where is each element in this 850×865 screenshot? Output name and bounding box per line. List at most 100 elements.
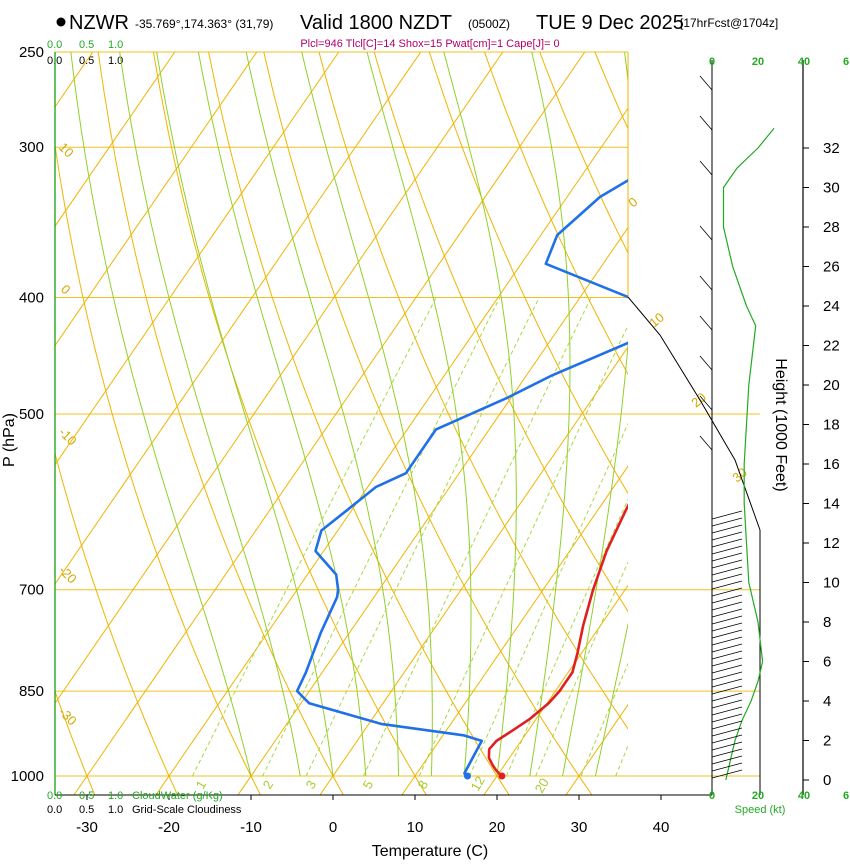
wind-barb	[700, 276, 712, 290]
wind-barbs	[700, 76, 742, 778]
x-axis-title: Temperature (C)	[372, 843, 488, 860]
wind-barb	[712, 665, 742, 673]
dry-adiabat-line	[641, 31, 850, 802]
moist-adiabat-line	[362, 31, 471, 776]
wind-barb	[700, 316, 712, 330]
pressure-tick-label: 850	[19, 683, 44, 700]
height-tick-label: 16	[823, 456, 840, 473]
speed-top-tick: 20	[752, 56, 764, 68]
isotherm-line	[479, 31, 850, 802]
wind-barb	[712, 686, 742, 694]
dry-adiabat-label: -30	[56, 705, 80, 729]
height-tick-label: 12	[823, 535, 840, 552]
mixing-ratio-label: 2	[260, 778, 277, 792]
dry-adiabat-line	[586, 31, 850, 802]
dry-adiabat-line	[368, 31, 763, 802]
speed-bottom-tick: 40	[798, 790, 810, 802]
height-tick-label: 30	[823, 180, 840, 197]
speed-bottom-tick: 6	[843, 790, 849, 802]
isotherm-line	[315, 31, 845, 802]
x-tick-label: 40	[653, 819, 670, 836]
line-labels: 10 0 -10 -20 -30 0 10 20 30 1 2 3 5 8 12…	[56, 140, 750, 796]
x-tick-label: 0	[329, 819, 337, 836]
speed-bottom-tick: 0	[709, 790, 715, 802]
speed-top-ticks: 0 20 40 6	[709, 56, 849, 68]
moist-adiabat-line	[438, 31, 516, 776]
wind-barb	[712, 700, 742, 708]
valid-date: TUE 9 Dec 2025	[536, 12, 684, 34]
dry-adiabat-line	[477, 31, 850, 802]
speed-bottom-tick: 20	[752, 790, 764, 802]
cloudwater-bottom-tick: 0.0	[47, 790, 62, 802]
wind-barb	[712, 602, 742, 610]
pressure-tick-label: 300	[19, 139, 44, 156]
height-tick-label: 20	[823, 377, 840, 394]
dry-adiabat-line	[314, 31, 680, 802]
wind-barb	[712, 511, 742, 519]
wind-barb	[712, 742, 742, 750]
wind-barb	[712, 532, 742, 540]
height-tick-label: 22	[823, 338, 840, 355]
utc-time: (0500Z)	[468, 17, 510, 31]
wind-barb	[700, 226, 712, 240]
mixing-ratio-label: 20	[532, 775, 552, 795]
wind-barb	[712, 721, 742, 729]
x-tick-label: 30	[571, 819, 588, 836]
moist-adiabat-label: 10	[646, 310, 667, 331]
wind-barb	[712, 679, 742, 687]
wind-barb	[712, 546, 742, 554]
wind-barb	[700, 436, 712, 450]
x-tick-label: -10	[240, 819, 262, 836]
wind-barb	[712, 707, 742, 715]
height-tick-label: 14	[823, 496, 840, 513]
dry-adiabat-label: -10	[56, 425, 80, 449]
height-tick-label: 6	[823, 654, 831, 671]
wind-barb	[712, 539, 742, 547]
wind-barb	[712, 644, 742, 652]
wind-barb	[712, 763, 742, 771]
height-tick-label: 0	[823, 772, 831, 789]
dry-adiabat-line	[95, 31, 347, 802]
speed-label: Speed (kt)	[735, 804, 786, 816]
surface-temperature-dot	[498, 773, 505, 780]
height-tick-label: 32	[823, 140, 840, 157]
dry-adiabat-label: 0	[58, 282, 74, 298]
x-tick-label: -20	[158, 819, 180, 836]
wind-barb	[712, 637, 742, 645]
wind-barb	[712, 756, 742, 764]
sounding-params: Plcl=946 Tlcl[C]=14 Shox=15 Pwat[cm]=1 C…	[300, 38, 559, 50]
dry-adiabat-label: 10	[56, 140, 77, 161]
isotherm-line	[233, 31, 763, 802]
cloudiness-label: Grid-Scale Cloudiness	[132, 804, 242, 816]
cloudwater-bottom-ticks: 0.0 0.5 1.0 CloudWater (g/Kg) 0.0 0.5 1.…	[47, 790, 242, 816]
cloudwater-bottom-tick: 1.0	[108, 790, 123, 802]
wind-barb	[712, 560, 742, 568]
height-tick-label: 4	[823, 693, 831, 710]
cloudwater-bottom-tick: 0.5	[79, 790, 94, 802]
wind-barb	[712, 616, 742, 624]
height-tick-label: 8	[823, 614, 831, 631]
wind-barb	[700, 161, 712, 175]
height-axis-title: Height (1000 Feet)	[772, 358, 789, 491]
mixing-ratio-label: 5	[360, 778, 377, 792]
wind-barb	[712, 525, 742, 533]
moist-adiabat-line	[68, 31, 251, 776]
cloudwater-top-tick: 0.0	[47, 39, 62, 51]
station-location: -35.769°,174.363° (31,79)	[135, 17, 273, 31]
pressure-tick-label: 700	[19, 582, 44, 599]
moist-adiabat-line	[297, 31, 432, 776]
mixing-ratio-line	[306, 298, 539, 777]
speed-top-tick: 40	[798, 56, 810, 68]
cloudwater-top-tick: 1.0	[108, 39, 123, 51]
dewpoint-line	[297, 79, 765, 777]
station-dot	[57, 18, 66, 27]
cloudwater-top-tick: 0.5	[79, 39, 94, 51]
isotherm-line	[151, 31, 681, 802]
wind-barb	[712, 553, 742, 561]
wind-barb	[712, 630, 742, 638]
wind-barb	[700, 356, 712, 370]
pressure-tick-label: 500	[19, 406, 44, 423]
wind-barb	[712, 581, 742, 589]
